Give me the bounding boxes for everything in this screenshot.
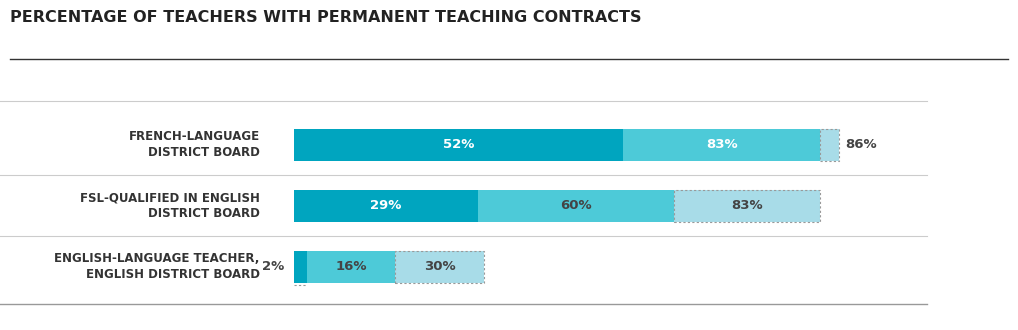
Text: 83%: 83% bbox=[705, 138, 737, 151]
Bar bbox=[395, 251, 484, 283]
Text: 29%: 29% bbox=[371, 199, 401, 213]
Bar bbox=[306, 251, 395, 283]
Bar bbox=[395, 251, 484, 283]
Text: 83%: 83% bbox=[731, 199, 762, 213]
Bar bbox=[674, 190, 819, 222]
Bar bbox=[477, 190, 674, 222]
Bar bbox=[294, 190, 477, 222]
Text: ENGLISH-LANGUAGE TEACHER,
ENGLISH DISTRICT BOARD: ENGLISH-LANGUAGE TEACHER, ENGLISH DISTRI… bbox=[54, 252, 260, 281]
Bar bbox=[819, 129, 839, 161]
Text: FRENCH-LANGUAGE
DISTRICT BOARD: FRENCH-LANGUAGE DISTRICT BOARD bbox=[128, 130, 260, 159]
Text: 2%: 2% bbox=[262, 260, 284, 274]
Bar bbox=[294, 129, 623, 161]
Text: PERCENTAGE OF TEACHERS WITH PERMANENT TEACHING CONTRACTS: PERCENTAGE OF TEACHERS WITH PERMANENT TE… bbox=[10, 10, 641, 25]
Bar bbox=[674, 190, 819, 222]
Bar bbox=[294, 251, 306, 283]
Text: 86%: 86% bbox=[845, 138, 876, 151]
Bar bbox=[623, 129, 819, 161]
Text: 60%: 60% bbox=[560, 199, 591, 213]
Text: FSL-QUALIFIED IN ENGLISH
DISTRICT BOARD: FSL-QUALIFIED IN ENGLISH DISTRICT BOARD bbox=[79, 191, 260, 220]
Text: 52%: 52% bbox=[443, 138, 474, 151]
Bar bbox=[819, 129, 839, 161]
Text: 16%: 16% bbox=[335, 260, 366, 274]
Text: 30%: 30% bbox=[423, 260, 455, 274]
